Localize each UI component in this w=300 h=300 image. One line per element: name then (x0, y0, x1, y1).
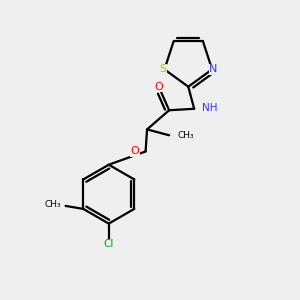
Text: O: O (154, 82, 163, 92)
Text: S: S (159, 64, 167, 74)
Text: O: O (130, 146, 139, 157)
Text: NH: NH (202, 103, 217, 113)
Text: CH₃: CH₃ (178, 131, 195, 140)
Text: CH₃: CH₃ (45, 200, 61, 209)
Text: Cl: Cl (103, 239, 114, 249)
Text: N: N (209, 64, 218, 74)
